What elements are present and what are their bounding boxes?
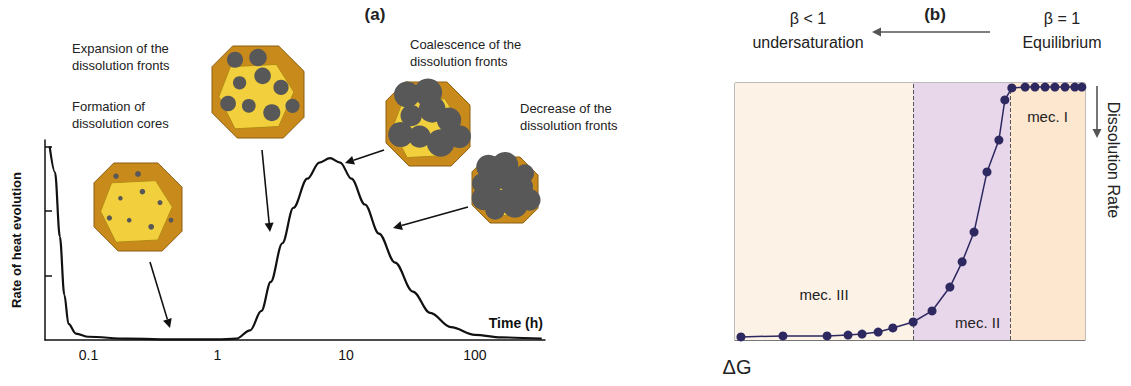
svg-text:ΔG: ΔG <box>723 356 752 378</box>
svg-text:Formation of: Formation of <box>72 99 149 114</box>
svg-text:Decrease of the: Decrease of the <box>520 101 615 116</box>
svg-text:dissolution fronts: dissolution fronts <box>72 58 170 73</box>
svg-text:Coalescence of the: Coalescence of the <box>410 37 525 52</box>
svg-text:0.1: 0.1 <box>79 347 99 363</box>
svg-text:β < 1: β < 1 <box>790 10 826 27</box>
svg-text:mec. III: mec. III <box>799 286 848 303</box>
svg-text:β = 1: β = 1 <box>1044 10 1080 27</box>
svg-text:Equilibrium: Equilibrium <box>1022 34 1101 51</box>
svg-text:(a): (a) <box>365 5 386 24</box>
svg-text:Rate of heat evolution: Rate of heat evolution <box>9 172 24 308</box>
svg-text:Time (h): Time (h) <box>489 315 543 331</box>
svg-text:Expansion of the: Expansion of the <box>72 41 172 56</box>
svg-text:Dissolution Rate: Dissolution Rate <box>1105 102 1122 219</box>
svg-text:100: 100 <box>463 347 487 363</box>
svg-text:dissolution fronts: dissolution fronts <box>410 54 508 69</box>
svg-text:mec. II: mec. II <box>955 314 1000 331</box>
svg-text:mec. I: mec. I <box>1027 108 1068 125</box>
svg-text:dissolution cores: dissolution cores <box>72 116 169 131</box>
svg-text:dissolution fronts: dissolution fronts <box>520 118 618 133</box>
svg-text:undersaturation: undersaturation <box>752 34 863 51</box>
svg-text:10: 10 <box>338 347 354 363</box>
svg-text:(b): (b) <box>924 5 946 24</box>
svg-text:1: 1 <box>213 347 221 363</box>
